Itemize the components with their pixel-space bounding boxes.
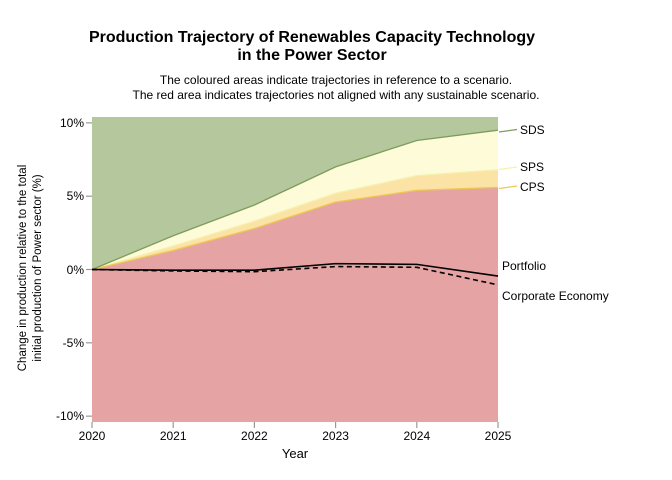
chart-subtitle-line2: The red area indicates trajectories not …	[132, 88, 540, 102]
sds-scenario-label: SDS	[520, 123, 545, 137]
portfolio-line-label: Portfolio	[502, 259, 547, 273]
y-tick-label: 0%	[66, 262, 84, 277]
x-tick-label: 2021	[159, 429, 187, 443]
sds-boundary-line	[91, 129, 499, 271]
sps-aligned-area	[92, 130, 498, 270]
chart-title-line2: in the Power Sector	[237, 47, 387, 64]
y-tick-label: -5%	[62, 335, 84, 350]
cps-scenario-label: CPS	[520, 180, 545, 194]
chart-subtitle: The coloured areas indicate trajectories…	[0, 73, 672, 103]
x-tick-label: 2022	[241, 429, 268, 443]
chart-title: Production Trajectory of Renewables Capa…	[0, 29, 624, 65]
y-tick-label: 10%	[59, 115, 84, 130]
x-axis-title: Year	[281, 446, 309, 461]
y-tick-label: 5%	[66, 189, 84, 204]
x-tick-label: 2024	[403, 429, 431, 443]
chart-subtitle-line1: The coloured areas indicate trajectories…	[159, 73, 513, 87]
chart-title-line1: Production Trajectory of Renewables Capa…	[88, 29, 536, 46]
sps-leader-line	[498, 166, 518, 171]
not-aligned-area	[92, 187, 498, 422]
x-tick-label: 2020	[78, 429, 106, 443]
sds-aligned-area	[92, 117, 498, 270]
y-tick-label: -10%	[55, 409, 84, 424]
x-tick-label: 2023	[322, 429, 349, 443]
sps-boundary-line	[91, 169, 499, 271]
cps-leader-line	[498, 185, 518, 190]
x-tick-label: 2025	[484, 429, 512, 443]
cps-boundary-line	[91, 186, 499, 271]
corporate-economy-line-label: Corporate Economy	[502, 289, 609, 303]
portfolio-line	[91, 262, 499, 277]
sds-leader-line	[498, 128, 518, 133]
sps-scenario-label: SPS	[520, 160, 545, 174]
